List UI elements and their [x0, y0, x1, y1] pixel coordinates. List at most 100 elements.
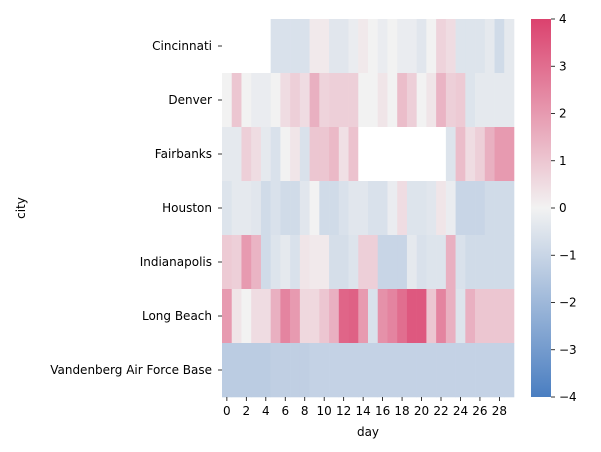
heatmap-cell — [329, 289, 340, 344]
heatmap-cell — [270, 343, 281, 398]
colorbar-tick-label: 0 — [559, 201, 567, 215]
heatmap-cell — [260, 235, 271, 290]
heatmap-cell — [270, 73, 281, 128]
heatmap-cell — [397, 289, 408, 344]
heatmap-cell — [299, 289, 310, 344]
heatmap-cell — [387, 127, 398, 182]
heatmap-cell — [260, 289, 271, 344]
heatmap-cell — [319, 181, 330, 236]
heatmap-cell — [455, 19, 466, 74]
heatmap-cell — [475, 19, 486, 74]
heatmap-cell — [465, 235, 476, 290]
heatmap-cell — [455, 289, 466, 344]
heatmap-cell — [377, 127, 388, 182]
heatmap-cell — [416, 127, 427, 182]
heatmap-cell — [377, 19, 388, 74]
heatmap-cell — [280, 127, 291, 182]
x-tick-label: 2 — [243, 404, 251, 418]
heatmap-cell — [290, 19, 301, 74]
heatmap-cell — [436, 127, 447, 182]
heatmap-cell — [406, 73, 417, 128]
heatmap-cell — [484, 19, 495, 74]
heatmap-cell — [377, 181, 388, 236]
colorbar-tick-label: −3 — [559, 343, 577, 357]
heatmap-cell — [290, 235, 301, 290]
heatmap-cell — [387, 19, 398, 74]
heatmap-cell — [299, 181, 310, 236]
heatmap-cell — [504, 343, 515, 398]
heatmap-cell — [377, 235, 388, 290]
heatmap-cell — [397, 181, 408, 236]
colorbar: −4 −3 −2 −1 0 1 2 3 4 — [531, 12, 577, 404]
heatmap-cell — [270, 181, 281, 236]
heatmap-cell — [241, 235, 252, 290]
heatmap-cell — [260, 73, 271, 128]
x-tick-label: 22 — [433, 404, 448, 418]
heatmap-cell — [387, 235, 398, 290]
y-tick-label: Vandenberg Air Force Base — [50, 363, 212, 377]
heatmap-cell — [416, 289, 427, 344]
heatmap-cell — [348, 127, 359, 182]
heatmap-cell — [358, 127, 369, 182]
heatmap-cell — [416, 19, 427, 74]
heatmap-cell — [416, 235, 427, 290]
heatmap-cell — [319, 289, 330, 344]
heatmap-cell — [338, 19, 349, 74]
heatmap-cell — [406, 127, 417, 182]
y-tick-label: Cincinnati — [152, 39, 212, 53]
heatmap-cell — [436, 235, 447, 290]
heatmap-cell — [445, 289, 456, 344]
heatmap-cell — [241, 343, 252, 398]
heatmap-cell — [406, 235, 417, 290]
heatmap-cell — [329, 127, 340, 182]
heatmap-cell — [406, 289, 417, 344]
heatmap-cell — [309, 127, 320, 182]
heatmap-cell — [368, 127, 379, 182]
colorbar-gradient — [531, 19, 551, 397]
heatmap-cell — [270, 289, 281, 344]
heatmap-cell — [445, 181, 456, 236]
heatmap-cell — [222, 19, 233, 74]
heatmap-cell — [504, 289, 515, 344]
heatmap-cell — [338, 235, 349, 290]
heatmap-cell — [348, 343, 359, 398]
heatmap-cell — [406, 181, 417, 236]
heatmap-cell — [319, 73, 330, 128]
heatmap-cell — [494, 235, 505, 290]
y-axis-label: city — [14, 197, 28, 219]
heatmap-cell — [416, 73, 427, 128]
heatmap-cell — [251, 181, 262, 236]
heatmap-cell — [484, 73, 495, 128]
heatmap-cell — [299, 343, 310, 398]
heatmap-cell — [338, 289, 349, 344]
x-axis-label: day — [357, 425, 379, 439]
heatmap-cell — [445, 73, 456, 128]
heatmap-cell — [309, 181, 320, 236]
heatmap-cell — [368, 181, 379, 236]
heatmap-cell — [465, 127, 476, 182]
heatmap-cell — [436, 289, 447, 344]
heatmap-cell — [387, 181, 398, 236]
heatmap-cell — [319, 127, 330, 182]
y-tick-label: Denver — [168, 93, 212, 107]
heatmap-cells — [222, 19, 515, 398]
heatmap-cell — [358, 181, 369, 236]
heatmap-cell — [251, 19, 262, 74]
heatmap-cell — [241, 289, 252, 344]
heatmap-cell — [251, 235, 262, 290]
heatmap-cell — [426, 343, 437, 398]
x-tick-label: 10 — [317, 404, 332, 418]
heatmap-cell — [445, 19, 456, 74]
colorbar-tick-label: 1 — [559, 154, 567, 168]
heatmap-cell — [319, 19, 330, 74]
heatmap-cell — [426, 181, 437, 236]
heatmap-cell — [222, 127, 233, 182]
heatmap-cell — [368, 73, 379, 128]
heatmap-cell — [504, 127, 515, 182]
heatmap-cell — [465, 343, 476, 398]
heatmap-cell — [484, 289, 495, 344]
heatmap-cell — [436, 19, 447, 74]
heatmap-cell — [426, 127, 437, 182]
y-tick-label: Indianapolis — [140, 255, 212, 269]
